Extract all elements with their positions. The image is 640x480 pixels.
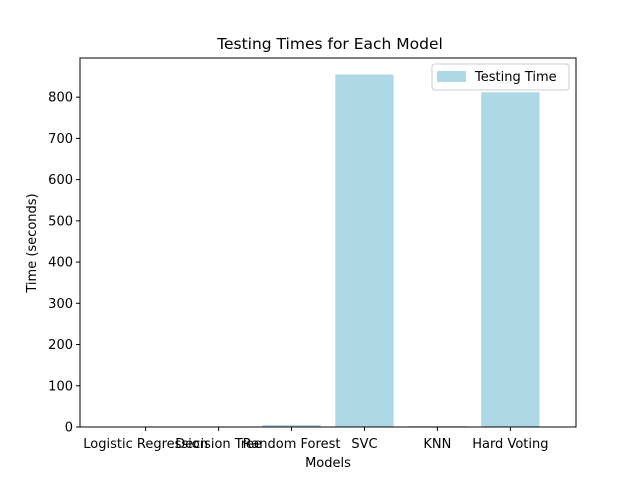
y-axis-label: Time (seconds) <box>25 193 40 293</box>
x-tick-label: Hard Voting <box>472 437 548 452</box>
y-tick-label: 400 <box>48 256 73 271</box>
x-tick-label: SVC <box>351 437 377 452</box>
y-tick-label: 0 <box>65 421 73 436</box>
x-tick-label: Logistic Regression <box>83 437 208 452</box>
bar <box>262 424 321 427</box>
x-tick-label: Decision Tree <box>175 437 262 452</box>
bars-layer <box>116 74 540 428</box>
x-axis-label: Models <box>305 456 351 471</box>
bar <box>335 74 394 427</box>
legend-swatch <box>437 71 466 82</box>
x-tick-label: Random Forest <box>243 437 341 452</box>
y-tick-label: 600 <box>48 173 73 188</box>
y-tick-label: 700 <box>48 132 73 147</box>
y-tick-label: 300 <box>48 297 73 312</box>
plot-frame <box>79 57 577 428</box>
x-tick-label: KNN <box>423 437 451 452</box>
y-tick-label: 100 <box>48 379 73 394</box>
y-tick-label: 500 <box>48 214 73 229</box>
legend: Testing Time <box>431 63 570 91</box>
chart-title: Testing Times for Each Model <box>216 35 443 53</box>
y-tick-label: 800 <box>48 91 73 106</box>
y-tick-label: 200 <box>48 338 73 353</box>
bar <box>481 92 540 428</box>
legend-label: Testing Time <box>474 70 557 85</box>
axes-layer: 0 100 200 300 400 500 600 700 800 Logistic Regres… <box>48 57 577 452</box>
legend-box <box>431 63 570 91</box>
